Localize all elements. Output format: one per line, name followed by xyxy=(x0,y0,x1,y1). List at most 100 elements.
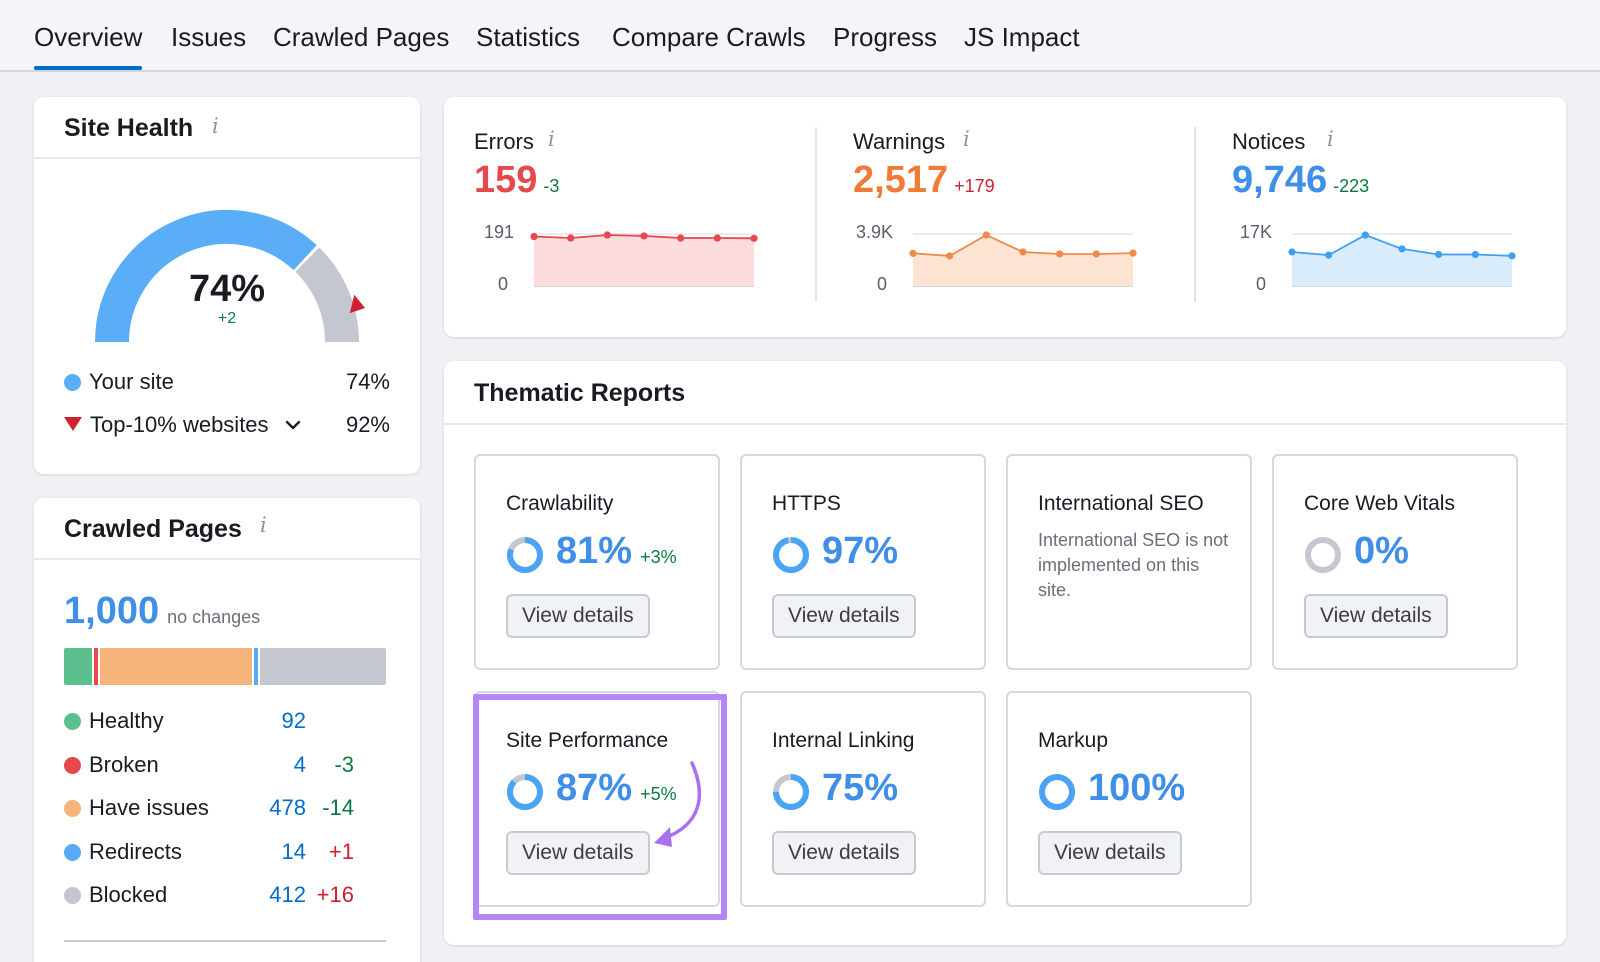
report-percent[interactable]: 100% xyxy=(1088,767,1193,810)
bar-segment-healthy[interactable] xyxy=(64,648,94,685)
tab-issues[interactable]: Issues xyxy=(171,22,247,52)
spark-point[interactable] xyxy=(1471,250,1479,259)
spark-point[interactable] xyxy=(567,234,575,242)
warnings-value[interactable]: 2,517 +179 xyxy=(853,159,995,202)
crawled-row-redirects[interactable]: Redirects 14 +1 xyxy=(64,839,404,865)
notices-info-icon[interactable]: i xyxy=(1327,127,1334,151)
spark-point[interactable] xyxy=(677,234,685,242)
spark-point[interactable] xyxy=(1056,250,1064,258)
warnings-metric[interactable]: Warnings i 2,517 +179 3.9K 0 xyxy=(853,97,1223,337)
row-count[interactable]: 14 xyxy=(281,838,306,864)
chevron-down-icon[interactable] xyxy=(285,419,301,431)
crawled-row-healthy[interactable]: Healthy 92 xyxy=(64,708,404,734)
report-card-international-seo[interactable]: International SEO International SEO is no… xyxy=(1006,454,1252,670)
spark-point[interactable] xyxy=(1508,252,1516,260)
report-percent[interactable]: 87% +5% xyxy=(556,767,677,810)
report-percent-value[interactable]: 87% xyxy=(556,767,633,809)
row-count[interactable]: 412 xyxy=(269,882,306,907)
legend-top10[interactable]: Top-10% websites 92% xyxy=(64,412,390,438)
report-card-crawlability[interactable]: Crawlability 81% +3% View details xyxy=(474,454,720,670)
spark-point[interactable] xyxy=(640,232,648,240)
spark-area xyxy=(1292,235,1512,286)
row-label: Healthy xyxy=(89,708,164,733)
report-percent-value[interactable]: 75% xyxy=(822,767,899,809)
view-details-button[interactable]: View details xyxy=(1038,831,1182,875)
spark-point[interactable] xyxy=(1288,248,1296,256)
bar-segment-broken[interactable] xyxy=(93,648,100,685)
spark-point[interactable] xyxy=(750,234,758,242)
score-ring-icon xyxy=(1039,774,1075,810)
row-count[interactable]: 478 xyxy=(269,795,306,820)
view-details-button[interactable]: View details xyxy=(772,594,916,638)
spark-point[interactable] xyxy=(982,231,990,239)
warnings-count[interactable]: 2,517 xyxy=(853,159,949,201)
row-dot xyxy=(64,800,81,817)
tab-overview[interactable]: Overview xyxy=(34,22,143,70)
warnings-info-icon[interactable]: i xyxy=(963,127,970,151)
spark-point[interactable] xyxy=(909,249,917,257)
report-percent[interactable]: 75% xyxy=(822,767,906,810)
spark-point[interactable] xyxy=(1092,250,1100,258)
your-site-dot xyxy=(64,374,81,391)
report-percent[interactable]: 0% xyxy=(1354,530,1417,573)
spark-point[interactable] xyxy=(530,232,538,241)
bar-segment-have-issues[interactable] xyxy=(99,648,254,685)
spark-point[interactable] xyxy=(1019,248,1027,256)
view-details-button[interactable]: View details xyxy=(1304,594,1448,638)
report-card-markup[interactable]: Markup 100% View details xyxy=(1006,691,1252,907)
report-title: Markup xyxy=(1038,729,1109,752)
report-card-https[interactable]: HTTPS 97% View details xyxy=(740,454,986,670)
crawled-total[interactable]: 1,000 no changes xyxy=(64,590,260,633)
notices-metric[interactable]: Notices i 9,746 -223 17K 0 xyxy=(1232,97,1600,337)
row-count[interactable]: 92 xyxy=(281,708,306,733)
crawled-pages-bar[interactable] xyxy=(64,648,386,685)
score-ring-icon xyxy=(773,537,809,573)
row-count[interactable]: 4 xyxy=(293,751,306,777)
report-percent-value[interactable]: 0% xyxy=(1354,530,1409,572)
spark-ymax-label: 3.9K xyxy=(856,222,893,242)
tab-progress[interactable]: Progress xyxy=(833,22,938,52)
spark-point[interactable] xyxy=(1325,251,1333,259)
crawled-change: no changes xyxy=(167,607,261,627)
gauge-your-site-arc xyxy=(95,210,318,343)
report-percent[interactable]: 97% xyxy=(822,530,906,573)
errors-metric[interactable]: Errors i 159 -3 191 0 xyxy=(474,97,844,337)
spark-point[interactable] xyxy=(1361,231,1369,239)
warnings-delta: +179 xyxy=(954,176,995,196)
spark-point[interactable] xyxy=(1435,250,1443,259)
spark-ymin-label: 0 xyxy=(1256,274,1266,294)
report-percent[interactable]: 81% +3% xyxy=(556,530,677,573)
errors-info-icon[interactable]: i xyxy=(548,127,555,151)
crawled-row-have-issues[interactable]: Have issues 478 -14 xyxy=(64,795,404,821)
crawled-row-blocked[interactable]: Blocked 412 +16 xyxy=(64,882,404,908)
crawled-pages-info-icon[interactable]: i xyxy=(260,513,267,537)
errors-count[interactable]: 159 xyxy=(474,159,538,201)
crawled-row-broken[interactable]: Broken 4 -3 xyxy=(64,752,404,778)
report-percent-value[interactable]: 100% xyxy=(1088,767,1186,809)
report-card-core-web-vitals[interactable]: Core Web Vitals 0% View details xyxy=(1272,454,1518,670)
bar-segment-redirects[interactable] xyxy=(253,648,260,685)
tab-statistics[interactable]: Statistics xyxy=(476,22,581,52)
tab-compare-crawls[interactable]: Compare Crawls xyxy=(612,22,806,52)
site-health-info-icon[interactable]: i xyxy=(212,114,219,138)
report-percent-value[interactable]: 81% xyxy=(556,530,633,572)
spark-point[interactable] xyxy=(1129,249,1137,257)
errors-value[interactable]: 159 -3 xyxy=(474,159,559,202)
tab-js-impact[interactable]: JS Impact xyxy=(964,22,1080,52)
spark-point[interactable] xyxy=(946,252,954,260)
crawled-total-value[interactable]: 1,000 xyxy=(64,590,160,632)
notices-count[interactable]: 9,746 xyxy=(1232,159,1328,201)
site-health-divider xyxy=(34,157,420,159)
view-details-button[interactable]: View details xyxy=(506,594,650,638)
view-details-button[interactable]: View details xyxy=(506,831,650,875)
tab-crawled-pages[interactable]: Crawled Pages xyxy=(273,22,450,52)
spark-point[interactable] xyxy=(1398,245,1406,253)
bar-segment-blocked[interactable] xyxy=(259,648,386,685)
notices-value[interactable]: 9,746 -223 xyxy=(1232,159,1369,202)
report-card-internal-linking[interactable]: Internal Linking 75% View details xyxy=(740,691,986,907)
report-card-site-performance[interactable]: Site Performance 87% +5% View details xyxy=(474,691,720,907)
spark-point[interactable] xyxy=(713,234,721,242)
view-details-button[interactable]: View details xyxy=(772,831,916,875)
report-percent-value[interactable]: 97% xyxy=(822,530,899,572)
spark-point[interactable] xyxy=(603,231,611,239)
